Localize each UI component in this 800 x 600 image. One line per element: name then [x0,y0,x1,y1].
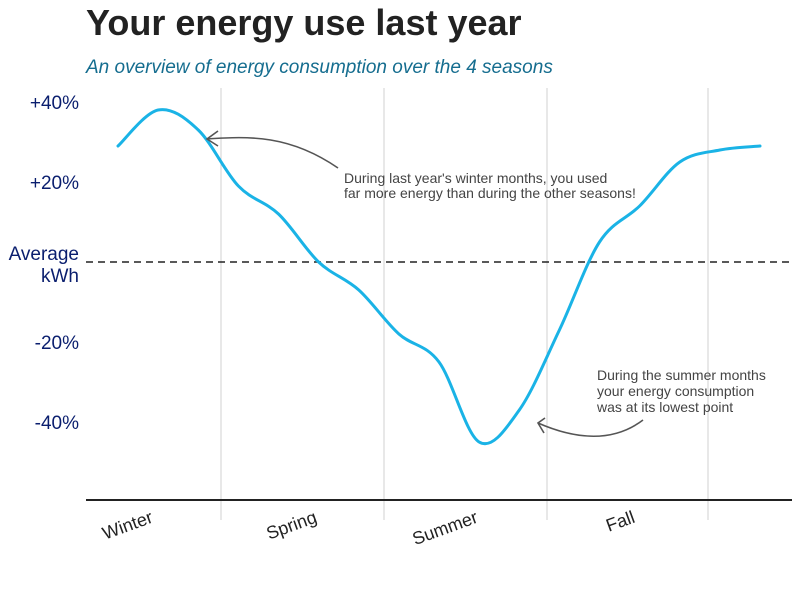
winter-annotation: During last year's winter months, you us… [205,130,636,201]
y-tick-label: -40% [35,413,79,434]
winter-annotation-arrow [206,136,339,169]
summer-annotation-line-2: your energy consumption [597,383,754,399]
x-tick-winter: Winter [100,507,156,544]
x-tick-spring: Spring [264,507,320,544]
summer-annotation-line-1: During the summer months [597,367,766,383]
summer-annotation-arrowhead [536,417,546,434]
x-tick-fall: Fall [603,507,637,536]
chart-title: Your energy use last year [86,2,522,43]
y-tick-label: -20% [35,333,79,354]
summer-annotation-line-3: was at its lowest point [596,399,733,415]
y-tick-average: Average kWh [9,244,79,287]
x-axis-ticks: Winter Spring Summer Fall [100,507,638,549]
energy-series-line [116,108,762,446]
winter-annotation-line-1: During last year's winter months, you us… [344,170,607,186]
season-gridlines [220,88,709,520]
y-tick-label: +40% [30,93,79,114]
summer-annotation-arrow [537,419,644,437]
winter-annotation-line-2: far more energy than during the other se… [344,185,636,201]
y-tick-label: +20% [30,173,79,194]
summer-annotation: During the summer months your energy con… [536,367,766,437]
chart-subtitle: An overview of energy consumption over t… [86,57,553,78]
y-axis-ticks: +40% +20% Average kWh -20% -40% [9,93,80,434]
x-tick-summer: Summer [410,507,481,549]
winter-annotation-arrowhead [205,130,219,147]
